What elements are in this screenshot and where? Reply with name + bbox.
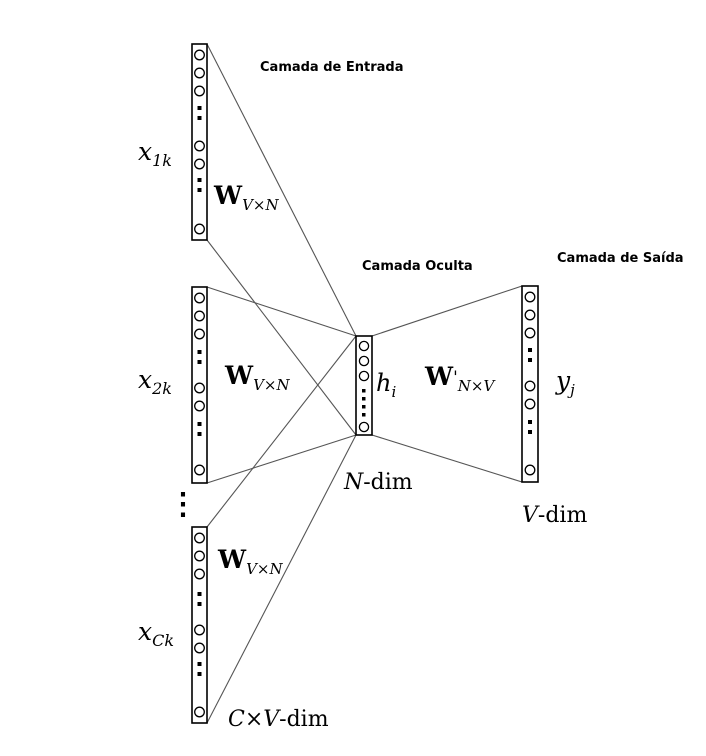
hidden-label: hi bbox=[376, 369, 396, 401]
weight-input-label-1: WV×N bbox=[213, 181, 279, 214]
hidden-vector bbox=[355, 335, 373, 436]
conn-x2-top-to-hidden bbox=[206, 286, 357, 337]
input-dim-label: C×V-dim bbox=[228, 707, 329, 732]
weight-output-label: W'N×V bbox=[424, 362, 496, 395]
connections bbox=[206, 43, 523, 724]
hidden-layer-title: Camada Oculta bbox=[362, 259, 473, 274]
input-label-xck: xCk bbox=[138, 617, 174, 650]
conn-x1-bottom-to-hidden bbox=[206, 239, 357, 436]
input-label-x1k: x1k bbox=[138, 137, 172, 170]
input-vector-xck bbox=[191, 526, 208, 724]
output-layer-title: Camada de Saída bbox=[557, 251, 684, 266]
input-vector-x2k bbox=[191, 286, 208, 484]
output-dim-label: V-dim bbox=[522, 503, 587, 528]
input-vector-x1k bbox=[191, 43, 208, 241]
conn-hidden-bottom-to-output bbox=[371, 434, 523, 483]
output-vector bbox=[521, 285, 539, 483]
conn-xc-top-to-hidden bbox=[206, 335, 357, 528]
conn-hidden-top-to-output bbox=[371, 285, 523, 337]
output-label: yj bbox=[555, 366, 575, 399]
weight-input-label-2: WV×N bbox=[224, 361, 290, 394]
input-ellipsis: ⋮ bbox=[168, 487, 198, 522]
input-layer-title: Camada de Entrada bbox=[260, 60, 404, 75]
hidden-dim-label: N-dim bbox=[343, 470, 413, 495]
input-label-x2k: x2k bbox=[138, 365, 172, 398]
weight-input-label-c: WV×N bbox=[217, 545, 283, 578]
conn-xc-bottom-to-hidden bbox=[206, 434, 357, 724]
conn-x2-bottom-to-hidden bbox=[206, 434, 357, 484]
conn-x1-top-to-hidden bbox=[206, 43, 357, 337]
